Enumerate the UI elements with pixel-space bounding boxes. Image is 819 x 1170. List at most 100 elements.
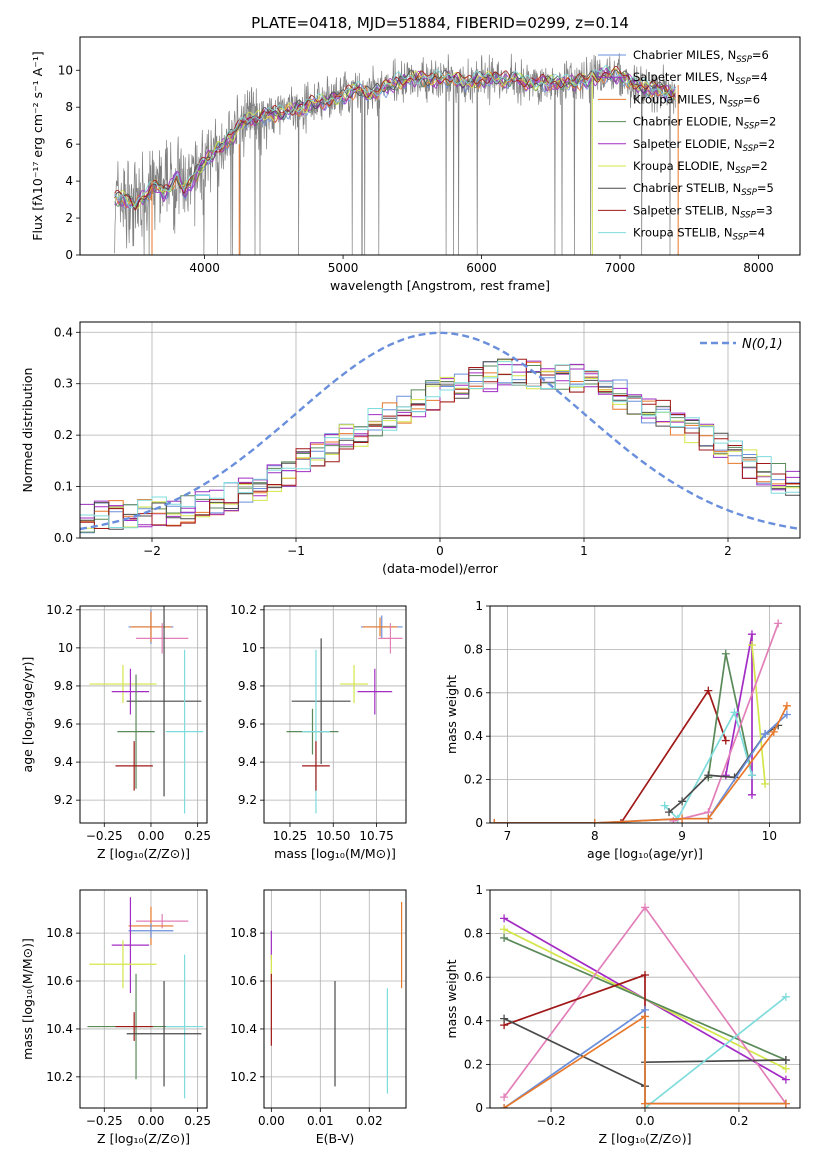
residuals-plot-area xyxy=(80,331,800,534)
y-tick-label: 0.2 xyxy=(54,428,73,442)
mass-weight-vs-age-plot-area xyxy=(490,619,791,823)
x-tick-label: 7 xyxy=(504,829,512,843)
legend-label-count: =4 xyxy=(751,70,768,84)
y-tick-label: 10 xyxy=(58,63,73,77)
legend-label-sub: SSP xyxy=(728,99,744,109)
x-tick-label: 2 xyxy=(724,544,732,558)
model-spectrum-line xyxy=(114,65,676,209)
residual-histogram xyxy=(80,358,800,529)
weight-marker xyxy=(500,1014,509,1023)
data-point-errorbar xyxy=(115,1012,153,1041)
y-tick-label: 10.4 xyxy=(46,1022,73,1036)
mass-weight-vs-Z-frame xyxy=(489,889,801,1109)
x-tick-label: 9 xyxy=(678,829,686,843)
legend-label-count: =2 xyxy=(751,159,768,173)
model-spectrum-line xyxy=(114,67,676,211)
y-tick-label: 0 xyxy=(65,248,73,262)
weight-marker xyxy=(782,710,791,719)
legend-label-count: =2 xyxy=(758,137,775,151)
age-vs-mass-plot-area xyxy=(286,615,403,814)
legend-label: Kroupa MILES, NSSP=6 xyxy=(633,92,760,109)
data-point-errorbar xyxy=(165,649,204,814)
legend-label-name: Kroupa MILES, N xyxy=(633,92,728,106)
weight-marker xyxy=(730,708,739,717)
data-point-errorbar xyxy=(126,606,202,797)
weight-line xyxy=(644,996,787,1108)
weight-marker xyxy=(721,736,730,745)
x-tick-label: −0.2 xyxy=(536,1114,565,1128)
y-tick-label: 0.8 xyxy=(464,927,483,941)
y-tick-label: 10.8 xyxy=(46,926,73,940)
legend-label: Chabrier MILES, NSSP=6 xyxy=(633,48,769,65)
data-point-errorbar xyxy=(165,954,204,1099)
x-axis-label: mass [log₁₀(M/M⊙)] xyxy=(274,846,396,861)
weight-marker xyxy=(641,971,649,980)
weight-series xyxy=(490,701,791,823)
y-axis-label: Flux [fλ10⁻¹⁷ erg cm⁻² s⁻¹ A⁻¹] xyxy=(30,51,45,240)
data-point-errorbar xyxy=(128,923,174,938)
x-tick-label: −1 xyxy=(287,544,305,558)
legend-label-name: Chabrier ELODIE, N xyxy=(633,115,744,129)
weight-marker xyxy=(616,819,625,823)
x-axis-label: (data-model)/error xyxy=(382,561,499,576)
x-tick-label: 0 xyxy=(436,544,444,558)
legend-label-count: =3 xyxy=(756,203,773,217)
x-axis-label: wavelength [Angstrom, rest frame] xyxy=(330,278,550,293)
y-axis-label: mass weight xyxy=(444,959,459,1038)
y-tick-label: 9.8 xyxy=(238,679,257,693)
legend-label-name: Kroupa STELIB, N xyxy=(633,226,733,240)
x-tick-label: −2 xyxy=(143,544,161,558)
mass-vs-Z-frame xyxy=(79,889,208,1109)
weight-marker xyxy=(747,771,756,780)
data-point-errorbar xyxy=(89,665,157,704)
weight-line xyxy=(503,973,646,1108)
legend-label-count: =4 xyxy=(748,226,765,240)
observed-spectrum-line xyxy=(114,53,676,255)
y-tick-label: 0.8 xyxy=(464,642,483,656)
x-tick-label: 0.00 xyxy=(258,1114,285,1128)
weight-marker xyxy=(747,790,756,799)
residuals-legend: N(0,1) xyxy=(700,337,783,352)
data-point-errorbar xyxy=(340,665,368,704)
x-tick-label: 5000 xyxy=(328,261,359,275)
y-tick-label: 10.2 xyxy=(46,1070,73,1084)
weight-series xyxy=(490,686,730,823)
data-point-errorbar xyxy=(357,668,393,715)
data-point-errorbar xyxy=(362,617,398,637)
y-tick-label: 10.6 xyxy=(230,974,257,988)
legend-label-sub: SSP xyxy=(744,122,760,132)
x-tick-label: 8 xyxy=(591,829,599,843)
y-tick-label: 0.4 xyxy=(464,729,483,743)
weight-marker xyxy=(761,779,770,788)
weight-marker xyxy=(761,730,770,739)
weight-series xyxy=(500,971,649,1108)
legend-label-sub: SSP xyxy=(741,188,757,198)
mass-vs-ebv-frame xyxy=(263,889,407,1109)
y-tick-label: 10.2 xyxy=(230,1070,257,1084)
y-tick-label: 0.4 xyxy=(464,1014,483,1028)
model-spectrum-line xyxy=(114,65,676,211)
x-axis-label: Z [log₁₀(Z/Z⊙)] xyxy=(97,846,190,861)
age-vs-mass-frame xyxy=(263,605,407,824)
data-point-errorbar xyxy=(115,741,153,791)
weight-marker xyxy=(747,630,756,639)
mass-weight-vs-age-frame xyxy=(489,605,801,824)
age-vs-Z-plot-area xyxy=(89,606,204,814)
y-tick-label: 2 xyxy=(65,211,73,225)
weight-series xyxy=(721,630,756,799)
x-tick-label: 6000 xyxy=(466,261,497,275)
model-spectrum-line xyxy=(114,68,676,209)
weight-marker xyxy=(704,771,713,780)
y-tick-label: 0.2 xyxy=(464,773,483,787)
weight-line xyxy=(494,688,727,823)
y-axis-label: mass weight xyxy=(444,675,459,754)
mass-weight-vs-Z-plot-area xyxy=(500,903,790,1108)
residuals-axes: −2 −1 0 1 2 0.0 0.1 0.2 0.3 0.4 (data-model)/error… xyxy=(20,322,800,576)
weight-series xyxy=(500,903,790,1108)
x-tick-label: 0.00 xyxy=(138,1114,165,1128)
y-tick-label: 9.2 xyxy=(238,793,257,807)
y-axis-label: mass [log₁₀(M/M⊙)] xyxy=(20,938,35,1060)
age-vs-Z-axes: −0.25 0.00 0.25 9.2 9.4 9.6 9.8 10 10.2 Z [log₁₀(… xyxy=(20,603,211,861)
data-point-errorbar xyxy=(302,741,330,791)
mass-vs-ebv-plot-area xyxy=(270,901,403,1094)
